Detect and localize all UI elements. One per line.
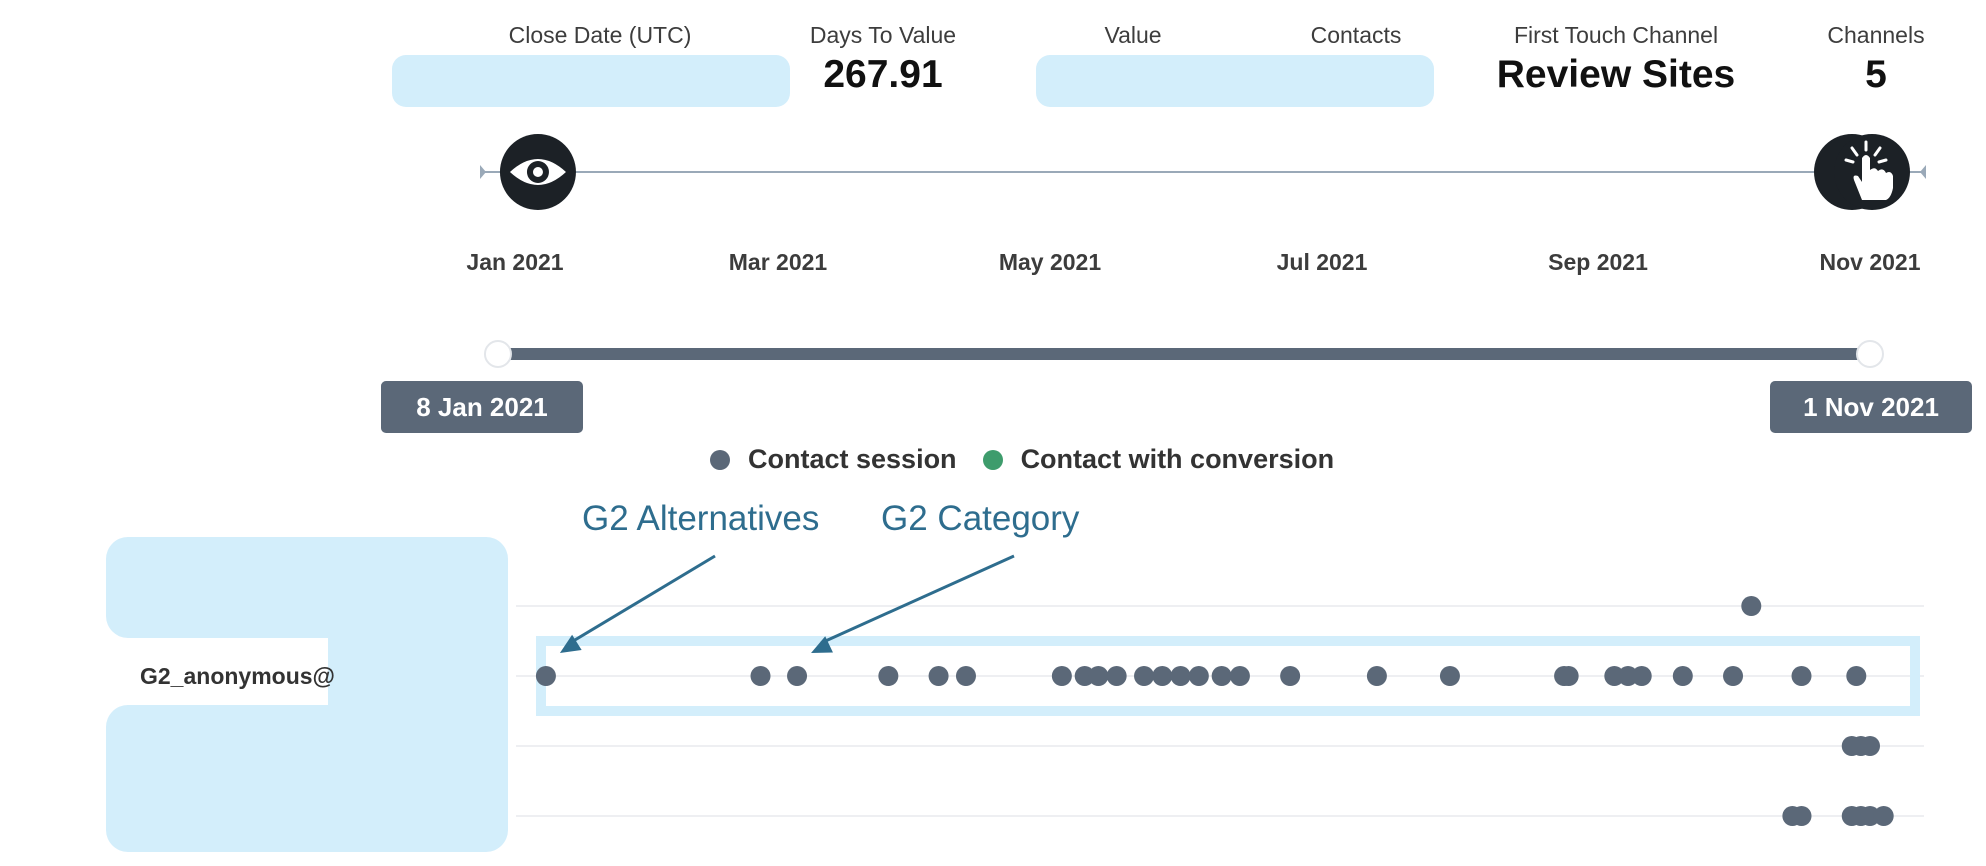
range-start-badge[interactable]: 8 Jan 2021 [381,381,583,433]
legend-session-dot [710,449,730,470]
chart-legend: Contact session Contact with conversion [710,444,1360,475]
click-ray [1877,158,1888,164]
session-dot[interactable] [1860,806,1880,826]
click-hand-shape [1853,155,1893,200]
session-dot[interactable] [1051,666,1072,686]
value-contacts-redacted [1036,55,1434,107]
session-dot[interactable] [1558,666,1579,686]
session-dot[interactable] [878,666,899,686]
session-dot[interactable] [1366,666,1387,686]
tick-label-may: May 2021 [998,249,1102,275]
channels-label: Channels [1827,22,1925,48]
annotation-label: G2 Alternatives [582,499,819,538]
annotation-arrow-line [569,554,716,645]
session-dot[interactable] [1791,666,1812,686]
session-dot[interactable] [1618,666,1639,686]
tick-label-sep: Sep 2021 [1548,249,1648,275]
session-dot[interactable] [1280,666,1301,686]
close-date-label: Close Date (UTC) [508,22,692,48]
session-dot[interactable] [928,666,949,686]
first-touch-channel-value: Review Sites [1496,53,1736,96]
timeline-axis-start-cap [480,165,486,179]
session-dot[interactable] [1631,666,1652,686]
click-ray [1850,146,1859,157]
session-dot[interactable] [1106,666,1127,686]
annotation-arrow-line [820,554,1015,645]
legend-item-conversion[interactable]: Contact with conversion [982,444,1335,475]
session-dot[interactable] [1074,666,1095,686]
session-dot[interactable] [1723,666,1744,686]
click-hand-icon [1834,134,1910,210]
session-dot[interactable] [955,666,976,686]
session-dot[interactable] [1873,806,1894,826]
session-dot[interactable] [1088,666,1109,686]
legend-conversion-dot [982,449,1003,470]
eye-icon [499,134,576,210]
legend-item-session[interactable]: Contact session [710,444,957,475]
annotation-arrow-head [559,634,582,653]
contact-label-g2: G2_anonymous@ [140,663,335,689]
legend-session-label: Contact session [748,444,957,474]
tick-label-jan: Jan 2021 [466,249,564,275]
annotation-label: G2 Category [881,499,1080,538]
annotation-arrow-head [811,636,833,653]
channels-value: 5 [1865,53,1887,96]
session-dot[interactable] [1211,666,1232,686]
first-touch-channel-label: First Touch Channel [1513,22,1719,48]
click-ray [1844,158,1855,164]
session-dot[interactable] [1134,666,1155,686]
range-slider-end-handle[interactable] [1856,340,1884,368]
session-dot[interactable] [1439,666,1460,686]
session-dot[interactable] [1152,666,1173,686]
legend-conversion-label: Contact with conversion [1020,444,1335,474]
timeline-axis-end-cap [1920,165,1926,179]
range-end-badge[interactable]: 1 Nov 2021 [1770,381,1972,433]
session-dot[interactable] [1170,666,1191,686]
tick-label-jul: Jul 2021 [1276,249,1368,275]
session-dot[interactable] [1791,806,1812,826]
session-dot[interactable] [1741,596,1762,616]
tick-label-nov: Nov 2021 [1819,249,1921,275]
session-dot[interactable] [535,666,556,686]
value-label: Value [1104,22,1162,48]
session-dot[interactable] [1672,666,1693,686]
session-dot[interactable] [750,666,771,686]
click-ray [1873,146,1882,157]
session-dot[interactable] [1846,666,1867,686]
days-to-value-value: 267.91 [823,53,943,96]
session-dot[interactable] [1860,736,1880,756]
days-to-value-label: Days To Value [809,22,957,48]
close-date-value-redacted [392,55,790,107]
session-dot[interactable] [1229,666,1250,686]
eye-icon-pupil [532,167,543,177]
contacts-label: Contacts [1310,22,1402,48]
session-dot[interactable] [787,666,808,686]
session-dot[interactable] [1188,666,1209,686]
range-slider-start-handle[interactable] [483,340,512,368]
tick-label-mar: Mar 2021 [728,249,828,275]
session-dot[interactable] [1604,666,1625,686]
